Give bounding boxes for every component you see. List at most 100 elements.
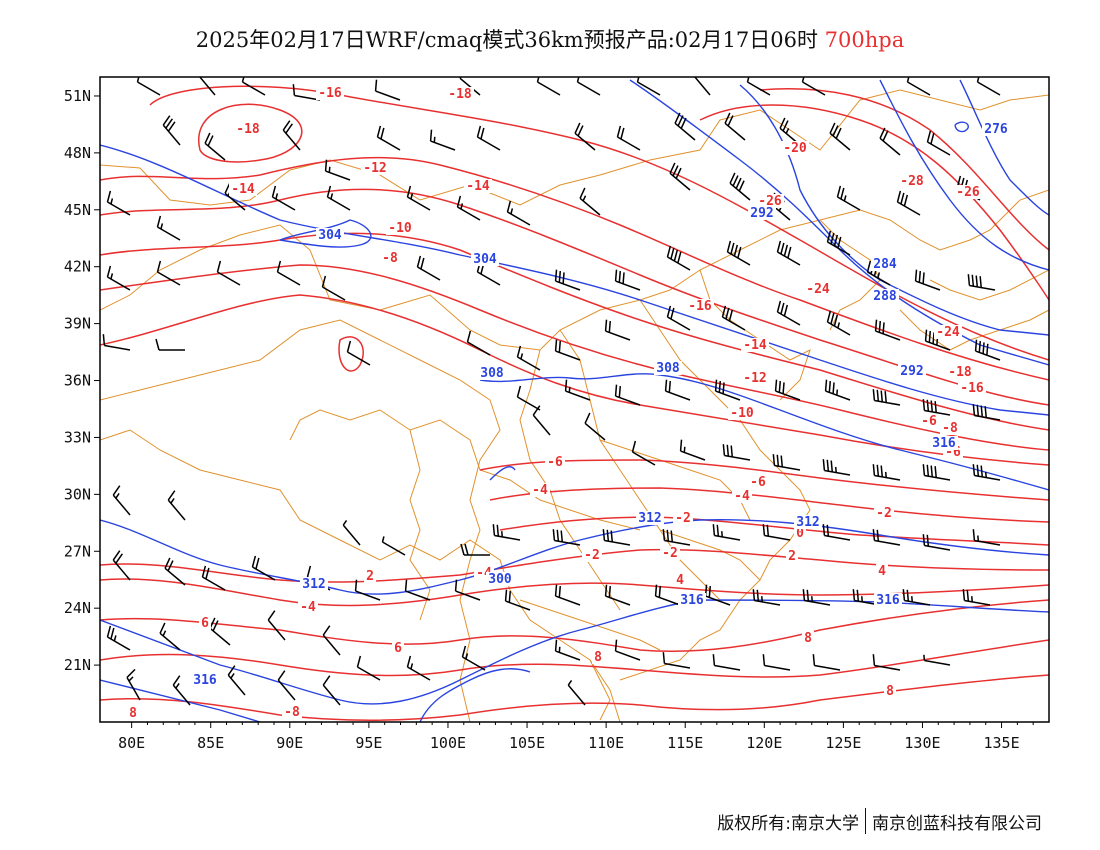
- wind-barb-staff: [724, 122, 746, 141]
- wind-barb-tick: [454, 579, 458, 592]
- temperature-label-bg: [919, 414, 939, 428]
- wind-barb: [554, 269, 581, 291]
- wind-barb-tick: [271, 185, 277, 198]
- height-label: 316: [193, 673, 217, 688]
- wind-barb-staff: [977, 81, 1001, 96]
- wind-barb-tick: [914, 269, 918, 282]
- wind-barb-staff: [632, 451, 656, 466]
- height-label-bg: [316, 228, 344, 242]
- wind-barb-tick: [930, 400, 934, 412]
- wind-barb: [460, 543, 490, 556]
- temperature-label-bg: [732, 489, 752, 503]
- wind-barb-tick: [980, 405, 984, 417]
- lat-tick-label: 30N: [64, 485, 91, 503]
- temperature-label-bg: [364, 569, 376, 583]
- wind-barb: [416, 255, 441, 281]
- wind-barb-staff: [615, 280, 641, 291]
- wind-barb: [896, 190, 921, 216]
- temperature-label-bg: [446, 87, 474, 101]
- lat-tick-label: 36N: [64, 372, 91, 390]
- height-label-bg: [930, 436, 958, 450]
- wind-barb-tick: [782, 382, 785, 394]
- wind-barb-tick: [558, 341, 562, 353]
- wind-barb-half-tick: [843, 195, 847, 202]
- wind-barb: [666, 305, 691, 331]
- wind-barb-staff: [874, 539, 901, 546]
- wind-barb: [381, 536, 406, 556]
- wind-barb-tick: [778, 381, 782, 393]
- wind-barb: [602, 529, 631, 546]
- temperature-label: 2: [366, 569, 374, 584]
- wind-barb-tick: [980, 465, 984, 477]
- wind-barb: [822, 459, 851, 476]
- wind-barb: [406, 655, 431, 681]
- province-boundaries: [100, 89, 1049, 722]
- wind-barb: [126, 668, 141, 701]
- wind-barb-tick: [159, 622, 166, 634]
- wind-barb-staff: [477, 136, 501, 151]
- temperature-label: -28: [900, 174, 924, 189]
- wind-barb: [346, 340, 371, 366]
- wind-barb-staff: [615, 395, 641, 406]
- temperature-label: -10: [730, 406, 754, 421]
- wind-barb-tick: [975, 275, 979, 287]
- lon-tick-label: 115E: [667, 734, 703, 752]
- lon-tick-label: 110E: [588, 734, 624, 752]
- wind-barb-tick: [730, 445, 734, 457]
- wind-barb-tick: [556, 529, 560, 542]
- wind-barb-tick: [922, 399, 926, 411]
- wind-barb-staff: [705, 595, 731, 606]
- wind-barb-staff: [467, 341, 491, 356]
- wind-barb: [923, 654, 951, 666]
- wind-barb-half-tick: [410, 663, 414, 670]
- wind-barb-tick: [826, 230, 832, 243]
- wind-barb-staff: [604, 539, 631, 546]
- wind-barb-staff: [112, 494, 131, 516]
- wind-barb-tick: [516, 385, 522, 398]
- wind-barb: [552, 529, 581, 546]
- wind-barb-staff: [824, 469, 851, 476]
- temperature-label-bg: [673, 511, 693, 525]
- wind-barb-half-tick: [170, 498, 175, 504]
- wind-barb: [826, 310, 851, 336]
- wind-barb-staff: [664, 662, 691, 669]
- wind-barb-tick: [326, 185, 332, 198]
- temperature-label-bg: [940, 421, 960, 435]
- wind-barb-staff: [875, 330, 901, 341]
- temperature-contour: [100, 294, 1049, 466]
- wind-barb-tick: [772, 454, 776, 466]
- wind-barb: [774, 379, 801, 401]
- wind-barb-tick: [677, 115, 684, 127]
- wind-barb-tick: [552, 529, 556, 541]
- wind-barb-staff: [554, 539, 581, 546]
- wind-barb: [614, 384, 641, 406]
- wind-barb-half-tick: [510, 208, 514, 215]
- wind-barb: [722, 444, 751, 461]
- wind-barb: [752, 589, 781, 606]
- wind-barb-staff: [915, 280, 941, 291]
- wind-barb-tick: [167, 560, 174, 572]
- wind-barb-tick: [852, 589, 856, 601]
- temperature-label-bg: [748, 475, 768, 489]
- wind-barb-staff: [974, 539, 1001, 546]
- wind-barb-tick: [356, 655, 362, 668]
- wind-barb-staff: [974, 414, 1001, 421]
- wind-barb-tick: [677, 251, 682, 264]
- lat-tick-label: 45N: [64, 201, 91, 219]
- wind-barb: [666, 245, 691, 271]
- temperature-contour: [499, 516, 1049, 546]
- temperature-label-bg: [884, 684, 896, 698]
- temperature-contour: [100, 599, 1049, 653]
- wind-barb: [112, 485, 131, 516]
- height-label: 276: [984, 122, 1008, 137]
- wind-barb-tick: [532, 405, 541, 416]
- wind-barb: [872, 389, 901, 406]
- temperature-label-bg: [530, 483, 550, 497]
- wind-barb-staff: [667, 316, 691, 331]
- boundary-line: [659, 529, 761, 581]
- temperature-label-bg: [802, 631, 814, 645]
- wind-barb-tick: [666, 305, 672, 318]
- height-contour: [100, 518, 1049, 595]
- wind-barb-tick: [610, 530, 614, 542]
- wind-barb-tick: [780, 302, 785, 315]
